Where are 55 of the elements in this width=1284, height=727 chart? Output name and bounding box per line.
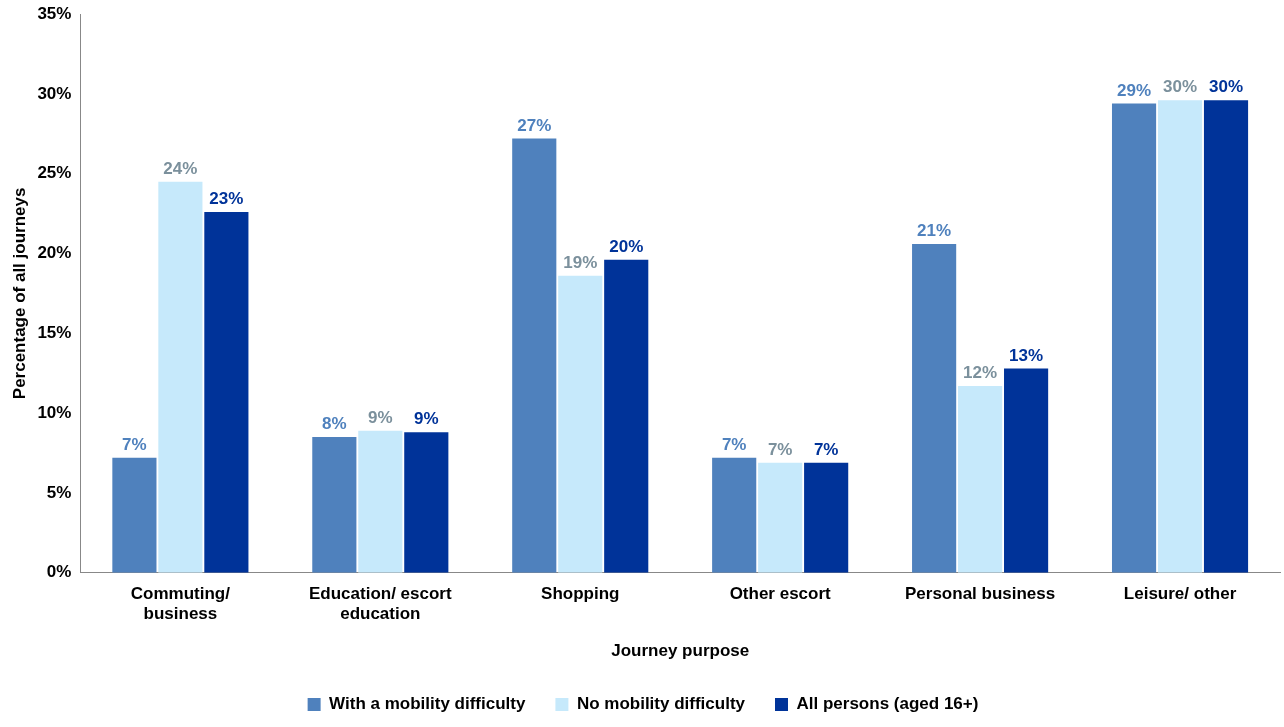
x-tick-label: Leisure/ other: [1123, 583, 1237, 603]
data-label: 9%: [368, 407, 393, 427]
bar: [112, 457, 157, 573]
x-tick-label: Commuting/ business: [130, 583, 231, 624]
data-label: 29%: [1117, 80, 1152, 100]
bar: [1203, 100, 1249, 573]
data-label: 12%: [963, 363, 998, 383]
bar: [1111, 103, 1157, 573]
data-label: 30%: [1209, 77, 1244, 97]
x-tick-label: Personal business: [904, 583, 1056, 603]
data-label: 7%: [721, 435, 747, 455]
bar: [404, 432, 449, 573]
y-axis-title: Percentage of all journeys: [9, 187, 29, 400]
y-tick-label: 20%: [37, 243, 72, 263]
y-tick-label: 10%: [37, 402, 72, 422]
bar: [558, 275, 603, 573]
bar: [758, 462, 803, 573]
data-label: 19%: [563, 253, 598, 273]
legend-label: With a mobility difficulty: [329, 694, 526, 714]
bar: [1004, 368, 1049, 573]
data-label: 23%: [209, 189, 244, 209]
bar: [204, 211, 249, 573]
data-label: 30%: [1163, 77, 1198, 97]
bar: [958, 386, 1003, 573]
y-tick-label: 35%: [37, 3, 72, 23]
y-tick-label: 25%: [37, 163, 72, 183]
legend-label: No mobility difficulty: [576, 694, 746, 714]
bar: [158, 181, 203, 573]
data-label: 9%: [414, 409, 439, 429]
data-label: 24%: [163, 158, 198, 178]
bar: [712, 457, 757, 573]
data-label: 8%: [322, 414, 347, 434]
data-label: 7%: [122, 435, 147, 455]
bar: [804, 462, 849, 573]
bar: [1157, 100, 1203, 573]
y-tick-label: 0%: [46, 562, 72, 582]
y-tick-label: 30%: [37, 83, 72, 103]
legend-label: All persons (aged 16+): [796, 694, 979, 714]
x-axis-title: Journey purpose: [611, 641, 750, 661]
x-tick-label: Education/ escort education: [309, 583, 452, 624]
bar: [312, 437, 357, 573]
data-label: 7%: [813, 439, 839, 459]
bar: [358, 430, 403, 573]
data-label: 7%: [767, 439, 793, 459]
data-label: 21%: [917, 221, 952, 241]
x-tick-label: Other escort: [729, 583, 832, 603]
x-tick-label: Shopping: [541, 583, 620, 603]
y-tick-label: 5%: [46, 482, 72, 502]
y-tick-label: 15%: [37, 323, 72, 342]
data-label: 27%: [517, 115, 552, 135]
bar: [912, 243, 957, 573]
data-label: 20%: [609, 237, 644, 257]
data-label: 13%: [1009, 345, 1044, 365]
bar: [512, 138, 557, 573]
bar: [604, 259, 649, 573]
